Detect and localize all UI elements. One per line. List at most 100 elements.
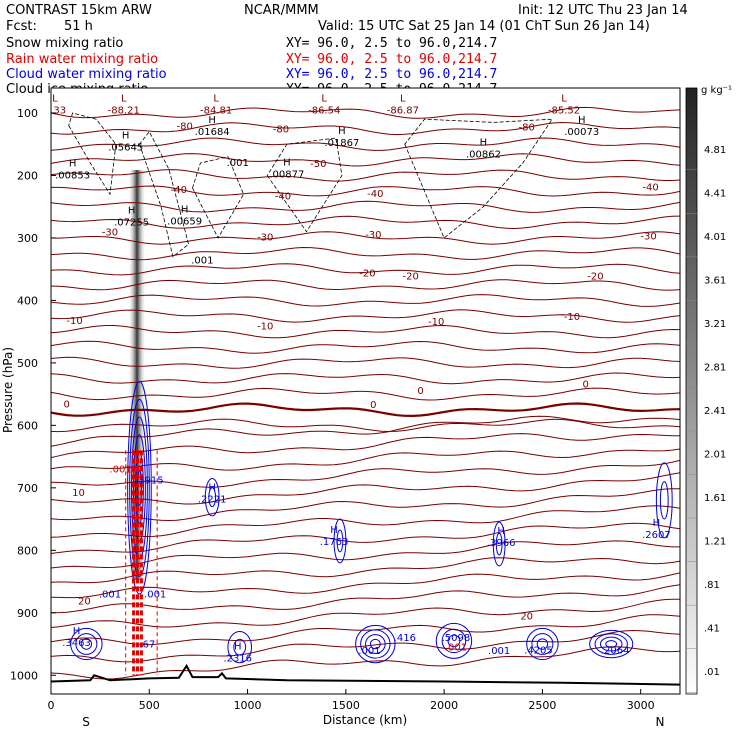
isotherm-label: -20 xyxy=(587,271,603,282)
valid-time: Valid: 15 UTC Sat 25 Jan 14 (01 ChT Sun … xyxy=(318,19,650,34)
isotherm-line xyxy=(51,522,680,554)
extremum-value: .4205 xyxy=(524,646,553,657)
isotherm-line xyxy=(51,215,680,230)
extremum-value: -88.21 xyxy=(108,106,140,117)
isotherm-line xyxy=(51,572,680,599)
isotherm-line xyxy=(51,488,680,522)
colorbar-gradient xyxy=(685,87,698,695)
colorbar-label: .41 xyxy=(704,624,720,635)
cloud-water-contour xyxy=(208,487,217,508)
extremum-value: .001 xyxy=(445,642,467,653)
terrain-profile xyxy=(51,663,680,686)
extremum-letter: H xyxy=(283,157,291,168)
extremum-value: .3463 xyxy=(62,638,91,649)
extremum-value: 5.33 xyxy=(44,106,66,117)
isotherm-line xyxy=(51,505,680,538)
isotherm-line xyxy=(51,279,680,291)
isotherm-label: 0 xyxy=(582,380,588,391)
isotherm-line xyxy=(51,294,680,307)
colorbar-label: 4.01 xyxy=(704,232,726,243)
cloud-water-contour xyxy=(599,636,623,652)
colorbar: 4.81 4.41 4.01 3.61 3.21 2.81 2.41 2.01 1.61 1.21… xyxy=(685,85,732,695)
cloud-water-contour xyxy=(605,640,618,648)
x-tick-label: 1500 xyxy=(332,699,360,712)
extremum-value: .0015 xyxy=(109,464,138,475)
cloud-water-contour xyxy=(133,434,146,542)
extremum-value: .001 xyxy=(144,589,166,600)
colorbar-label: 1.21 xyxy=(704,537,726,548)
isotherm-label: -30 xyxy=(640,231,656,242)
extremum-value: .001 xyxy=(227,158,249,169)
right-endpoint-label: N xyxy=(656,715,665,729)
isotherm-line xyxy=(51,200,680,213)
isotherm-line xyxy=(51,646,680,680)
extremum-value: .416 xyxy=(394,633,416,644)
isotherm-line xyxy=(51,448,680,471)
extremum-letter: H xyxy=(128,206,136,217)
init-time: Init: 12 UTC Thu 23 Jan 14 xyxy=(518,3,688,18)
colorbar-label: 4.41 xyxy=(704,188,726,199)
isotherm-line xyxy=(51,472,680,505)
extremum-value: .00659 xyxy=(167,216,202,227)
extremum-value: .07255 xyxy=(114,218,149,229)
isotherm-line xyxy=(51,540,680,569)
isotherm-line xyxy=(51,557,680,584)
colorbar-labels: 4.81 4.41 4.01 3.61 3.21 2.81 2.41 2.01 1.61 1.21… xyxy=(686,145,726,693)
y-tick-label: 200 xyxy=(17,169,38,182)
isotherm-label: 20 xyxy=(520,611,533,622)
cloud-water-contour xyxy=(526,627,559,661)
cloud-water-contour xyxy=(441,628,467,654)
isotherm-line xyxy=(51,246,680,261)
forecast-hour: 51 h xyxy=(64,19,93,34)
cloud-water-contour xyxy=(127,381,152,595)
isotherm-label: -20 xyxy=(359,268,375,279)
extremum-letter: H xyxy=(208,115,216,126)
legend-snow-xy: XY= 96.0, 2.5 to 96.0,214.7 xyxy=(286,36,497,51)
x-tick-label: 1000 xyxy=(234,699,262,712)
plot-area: -80 -80 -80 -50 -40 -40 -40 -40 -30 -30 -30 -30 -20 -… xyxy=(44,88,680,694)
cloud-water-contour xyxy=(135,451,144,524)
y-tick-label: 1000 xyxy=(10,669,38,682)
colorbar-label: .81 xyxy=(704,580,720,591)
extremum-letter: L xyxy=(213,94,219,105)
isotherm-label: -80 xyxy=(176,121,192,132)
isotherm-line xyxy=(51,598,680,628)
cloud-water-contour xyxy=(659,481,669,520)
isotherm-label: -40 xyxy=(367,189,383,200)
snow-contour xyxy=(192,156,245,239)
isotherm-line xyxy=(51,309,680,323)
isotherm-label: -10 xyxy=(66,316,82,327)
y-tick-label: 400 xyxy=(17,294,38,307)
temperature-contours xyxy=(51,106,680,680)
isotherm-label: -30 xyxy=(257,233,273,244)
left-endpoint-label: S xyxy=(82,715,90,729)
extremum-value: .01684 xyxy=(195,127,230,138)
isotherm-label: -80 xyxy=(519,123,535,134)
extremum-value: .2607 xyxy=(642,530,671,541)
extremum-value: .00862 xyxy=(466,149,501,160)
y-tick-label: 100 xyxy=(17,107,38,120)
isotherm-label: 0 xyxy=(370,400,376,411)
extremum-value: .2064 xyxy=(601,646,630,657)
axes: 0 500 1000 1500 2000 2500 30001002003004005006… xyxy=(10,107,655,712)
colorbar-label: 3.61 xyxy=(704,275,726,286)
extremum-value: .001 xyxy=(488,646,510,657)
y-tick-label: 600 xyxy=(17,419,38,432)
y-tick-label: 800 xyxy=(17,544,38,557)
cloud-water-contour xyxy=(369,638,381,650)
cloud-water-contour xyxy=(355,624,396,664)
extremum-value: .001 xyxy=(99,589,121,600)
cloud-water-contour xyxy=(365,634,386,654)
isotherm-line xyxy=(51,137,680,151)
y-tick-label: 500 xyxy=(17,357,38,370)
extremum-value: .00853 xyxy=(55,171,90,182)
x-axis-label: Distance (km) xyxy=(323,713,407,727)
extremum-letter: L xyxy=(52,94,58,105)
extremum-value: .3915 xyxy=(135,476,164,487)
extremum-value: -86.87 xyxy=(387,106,419,117)
cloud-water-contour xyxy=(589,629,634,659)
isotherm-label: -40 xyxy=(171,185,187,196)
isotherm-label: -40 xyxy=(642,183,658,194)
legend-rain-xy: XY= 96.0, 2.5 to 96.0,214.7 xyxy=(286,52,497,67)
isotherm-label: -10 xyxy=(257,321,273,332)
